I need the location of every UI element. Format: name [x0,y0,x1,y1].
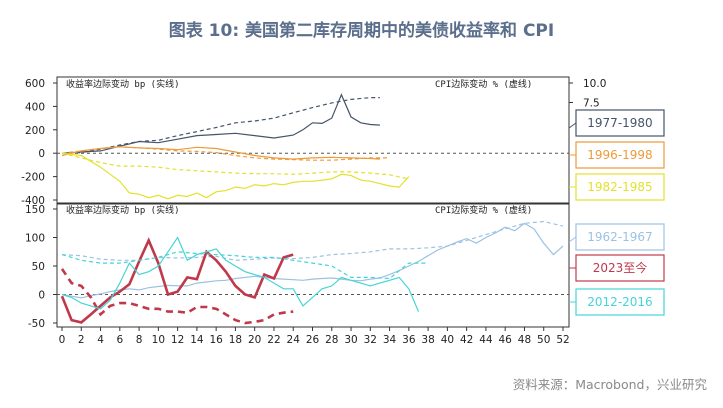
x-tick-label: 46 [499,334,513,346]
x-tick-label: 12 [171,334,184,346]
panel-frame [56,76,570,205]
legend-label: 1982-1985 [587,180,652,194]
x-tick-label: 14 [190,334,204,346]
x-tick-label: 26 [306,334,320,346]
y-tick-label: -400 [21,195,45,207]
x-tick-label: 50 [537,334,550,346]
x-tick-label: 52 [556,334,569,346]
cpi-line [61,146,390,161]
y-tick-label: 400 [25,101,45,113]
y-tick-label: 50 [32,261,45,273]
legend-leader [568,236,577,243]
yield-line [61,222,564,299]
x-tick-label: 48 [518,334,531,346]
yield-line [60,237,294,324]
cpi-line [61,152,409,180]
panel-1: 600 400 200 0 -200 -400 10.0 7.5 收益率边际变动 bp (实线)… [21,76,606,207]
x-tick-label: 42 [460,334,473,346]
series-1962-1967 [61,220,564,299]
x-tick-label: 10 [152,334,165,346]
x-tick-label: 4 [97,334,104,346]
x-tick-label: 22 [267,334,280,346]
series-2023至今 [60,237,294,325]
legend-label: 1977-1980 [587,116,652,130]
legend-box [575,223,665,251]
legend-box [575,141,665,169]
series-2012-2016 [61,236,429,312]
x-tick-label: 20 [248,334,261,346]
y-tick-label: 0 [38,148,45,160]
legend-label: 2012-2016 [587,295,652,309]
x-tick-label: 6 [116,334,123,346]
source-note: 资料来源：Macrobond，兴业研究 [512,377,707,392]
y-tick-label: 200 [25,125,45,137]
series-1982-1985 [61,152,410,200]
series-1996-1998 [61,146,390,161]
x-tick-label: 38 [421,334,434,346]
x-tick-label: 0 [59,334,66,346]
legend-label: 1962-1967 [587,230,652,244]
y-tick-label: 150 [25,204,45,216]
cpi-line [61,220,564,261]
cpi-line [61,96,380,154]
x-tick-label: 24 [287,334,301,346]
legend-box [575,109,665,137]
cpi-line [61,251,429,280]
x-tick-label: 16 [209,334,223,346]
right-axis-label: CPI边际变动 % (虚线) [435,78,532,90]
chart-title: 图表 10: 美国第二库存周期中的美债收益率和 CPI [168,21,555,41]
left-axis-label: 收益率边际变动 bp (实线) [66,204,180,216]
legend-box [575,288,665,316]
yield-line [61,236,420,312]
x-tick-label: 44 [479,334,493,346]
right-axis-label: CPI边际变动 % (虚线) [435,204,532,216]
x-tick-label: 40 [441,334,454,346]
legend-box [575,254,665,282]
x-tick-label: 2 [78,334,85,346]
x-tick-label: 30 [344,334,357,346]
x-tick-label: 32 [364,334,377,346]
y-tick-label: 0 [38,290,45,302]
legend-label: 2023至今 [593,260,648,275]
yield-line [61,93,380,154]
legend-box [575,173,665,201]
x-tick-label: 8 [136,334,143,346]
y-tick-label: 100 [25,233,45,245]
legend-label: 1996-1998 [587,148,652,162]
x-tick-label: 28 [325,334,338,346]
x-tick-label: 18 [229,334,242,346]
left-axis-label: 收益率边际变动 bp (实线) [66,78,180,90]
legend-leader [568,122,577,129]
panel-frame [56,202,570,328]
panel-2: 150 100 50 0 -50 收益率边际变动 bp (实线) CPI边际变动 % (虚线… [25,202,570,330]
cpi-line [60,268,294,325]
y-tick-label: -50 [28,318,45,330]
yield-line [61,146,380,160]
y-tick-label: -200 [21,172,45,184]
yield-line [61,152,410,200]
x-tick-label: 34 [383,334,397,346]
series-1977-1980 [61,93,380,154]
x-tick-label: 36 [402,334,416,346]
right-tick-label: 10.0 [583,78,606,90]
right-tick-label: 7.5 [583,98,600,110]
y-tick-label: 600 [25,78,45,90]
